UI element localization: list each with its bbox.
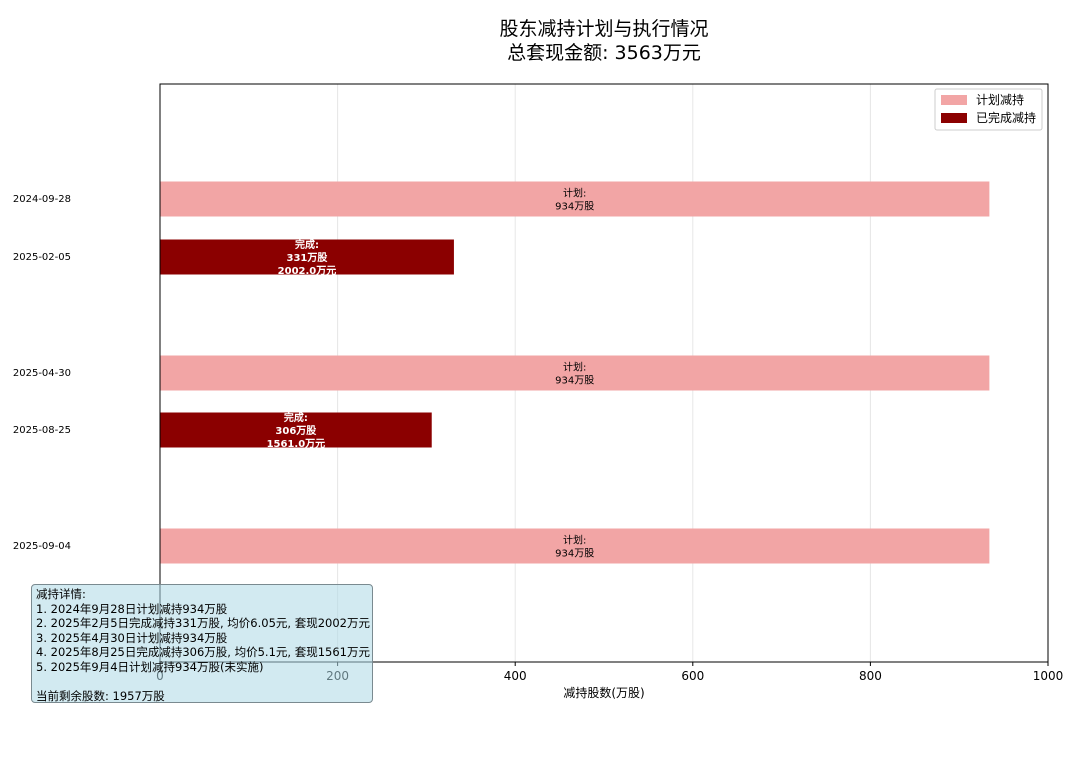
y-tick-label: 2025-02-05 xyxy=(13,252,71,263)
bar-data-label-line: 934万股 xyxy=(555,201,594,213)
details-line: 4. 2025年8月25日完成减持306万股, 均价5.1元, 套现1561万元 xyxy=(36,645,370,659)
details-line: 3. 2025年4月30日计划减持934万股 xyxy=(36,630,228,645)
bar-data-label-line: 331万股 xyxy=(287,252,329,264)
bar-done xyxy=(160,239,454,275)
plot-frame xyxy=(159,83,1049,663)
y-tick-labels: 2024-09-28 2025-02-05 2025-04-30 2025-08-25… xyxy=(13,194,71,552)
bar-plan xyxy=(160,181,990,217)
x-axis-label: 减持股数(万股) xyxy=(563,685,644,700)
x-tick-label: 600 xyxy=(681,669,704,683)
bar-data-label-line: 306万股 xyxy=(275,425,317,437)
y-tick-label: 2025-08-25 xyxy=(13,425,71,436)
legend-label-plan: 计划减持 xyxy=(976,92,1024,107)
x-tick-label: 800 xyxy=(859,669,882,683)
chart-title: 股东减持计划与执行情况 xyxy=(499,18,708,40)
details-title: 减持详情: xyxy=(36,587,86,601)
bar-data-label-line: 934万股 xyxy=(555,375,594,387)
details-line: 1. 2024年9月28日计划减持934万股 xyxy=(36,601,228,616)
legend: 计划减持 已完成减持 xyxy=(934,88,1043,131)
details-line: 5. 2025年9月4日计划减持934万股(未实施) xyxy=(36,659,264,674)
bar-data-label-line: 计划: xyxy=(563,534,586,547)
x-tick-label: 400 xyxy=(504,669,527,683)
bar-data-label: 完成: 331万股 2002.0万元 xyxy=(278,238,337,277)
x-tick-label: 1000 xyxy=(1033,669,1064,683)
legend-label-done: 已完成减持 xyxy=(976,110,1036,125)
bar-data-label: 完成: 306万股 1561.0万元 xyxy=(267,411,326,450)
bar-done xyxy=(160,412,432,448)
bar-data-label-line: 2002.0万元 xyxy=(278,265,337,277)
bar-data-label-line: 完成: xyxy=(284,411,308,424)
details-box: 减持详情: 1. 2024年9月28日计划减持934万股 2. 2025年2月5… xyxy=(31,584,373,703)
bar-data-label-line: 1561.0万元 xyxy=(267,438,326,450)
details-spacer xyxy=(36,674,368,689)
bar-data-label-line: 计划: xyxy=(563,361,586,374)
y-tick-label: 2024-09-28 xyxy=(13,194,71,205)
legend-swatch-done xyxy=(941,113,967,123)
bar-data-label-line: 计划: xyxy=(563,187,586,200)
bar-data-label-line: 完成: xyxy=(295,238,319,251)
legend-swatch-plan xyxy=(941,95,967,105)
bar-plan xyxy=(160,355,990,391)
details-line: 2. 2025年2月5日完成减持331万股, 均价6.05元, 套现2002万元 xyxy=(36,616,370,630)
bar-data-label: 计划: 934万股 xyxy=(555,187,594,213)
bar-data-label: 计划: 934万股 xyxy=(555,534,594,560)
bar-plan xyxy=(160,528,990,564)
y-tick-label: 2025-09-04 xyxy=(13,541,71,552)
bar-data-label-line: 934万股 xyxy=(555,548,594,560)
details-remaining: 当前剩余股数: 1957万股 xyxy=(36,688,165,703)
bar-data-label: 计划: 934万股 xyxy=(555,361,594,387)
y-tick-label: 2025-04-30 xyxy=(13,368,71,379)
chart-subtitle: 总套现金额: 3563万元 xyxy=(507,42,701,64)
